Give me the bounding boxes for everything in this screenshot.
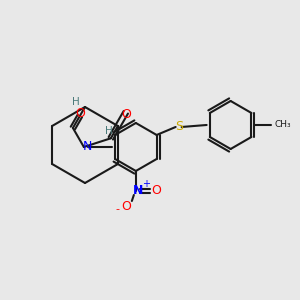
Text: +: + [142,179,150,189]
Text: N: N [133,184,143,197]
Text: S: S [175,121,183,134]
Text: H: H [105,126,113,136]
Text: O: O [121,200,131,214]
Text: CH₃: CH₃ [274,121,291,130]
Text: -: - [116,204,120,214]
Text: O: O [151,184,161,197]
Text: O: O [75,107,85,120]
Text: H: H [72,97,80,107]
Text: O: O [121,108,131,121]
Text: N: N [83,140,92,154]
